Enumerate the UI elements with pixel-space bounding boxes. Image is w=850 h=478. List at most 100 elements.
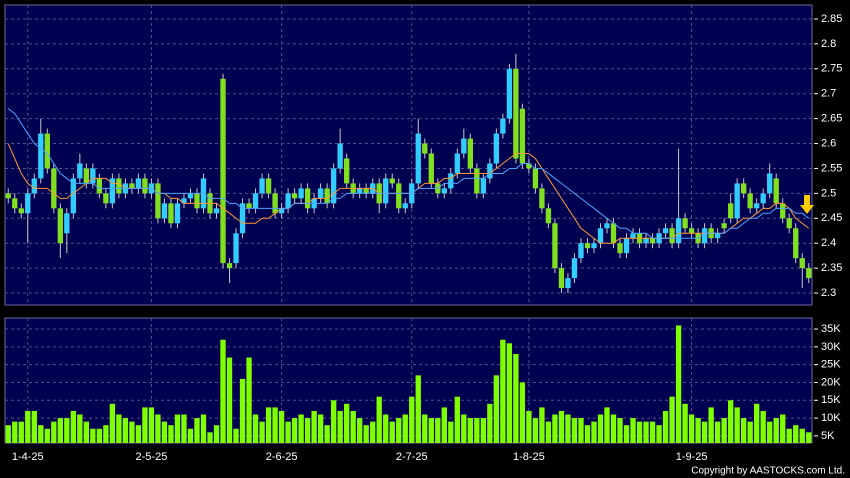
candle-body bbox=[402, 203, 408, 209]
candle-body bbox=[519, 108, 526, 164]
candle-body bbox=[194, 193, 200, 209]
y-tick-label: 2.85 bbox=[821, 13, 842, 25]
candle-body bbox=[103, 193, 109, 204]
candle-body bbox=[630, 233, 636, 239]
volume-bar bbox=[662, 410, 669, 443]
volume-bar bbox=[409, 396, 415, 443]
y-tick-label: 10K bbox=[821, 412, 841, 424]
x-tick-label: 1-8-25 bbox=[513, 451, 545, 463]
volume-bar bbox=[194, 418, 200, 443]
volume-bar bbox=[740, 418, 747, 443]
volume-bar bbox=[617, 418, 623, 443]
candle-body bbox=[591, 243, 597, 249]
volume-bar bbox=[760, 410, 766, 443]
volume-bar bbox=[38, 425, 44, 443]
candle-body bbox=[415, 133, 421, 184]
volume-bar bbox=[25, 410, 31, 443]
volume-bar bbox=[487, 403, 493, 443]
y-tick-label: 15K bbox=[821, 394, 841, 406]
volume-bar bbox=[643, 421, 649, 443]
volume-bar bbox=[272, 407, 278, 443]
volume-bar bbox=[623, 425, 630, 443]
volume-bar bbox=[610, 414, 617, 443]
candle-body bbox=[565, 278, 571, 289]
volume-bar bbox=[239, 378, 246, 443]
candle-body bbox=[688, 228, 695, 234]
volume-bar bbox=[155, 414, 161, 443]
volume-bar bbox=[682, 403, 688, 443]
candle-body bbox=[83, 168, 90, 184]
candle-body bbox=[571, 258, 578, 279]
volume-bar bbox=[545, 421, 552, 443]
candle-body bbox=[467, 138, 473, 169]
candle-body bbox=[233, 233, 239, 264]
candle-body bbox=[389, 178, 395, 184]
volume-bar bbox=[389, 421, 395, 443]
volume-bar bbox=[77, 414, 83, 443]
volume-bar bbox=[532, 418, 539, 443]
volume-bar bbox=[213, 425, 220, 443]
volume-bar bbox=[513, 353, 519, 443]
volume-bar bbox=[727, 400, 734, 443]
volume-bar bbox=[64, 418, 70, 443]
volume-bar bbox=[558, 410, 565, 443]
y-tick-label: 35K bbox=[821, 323, 841, 335]
candle-body bbox=[18, 208, 24, 214]
candle-body bbox=[623, 238, 630, 254]
candle-body bbox=[773, 178, 779, 204]
candle-body bbox=[161, 203, 168, 219]
candle-body bbox=[129, 183, 135, 189]
volume-bar bbox=[363, 425, 369, 443]
candle-body bbox=[291, 193, 298, 199]
volume-bar bbox=[422, 414, 428, 443]
volume-bar bbox=[298, 414, 304, 443]
volume-bar bbox=[103, 425, 109, 443]
volume-bar bbox=[174, 414, 181, 443]
volume-bar bbox=[252, 414, 259, 443]
plot-layer: 2.3 2.35 2.4 2.45 2.5 2.55 2.6 2.65 2.7 2.75 2.8 2.… bbox=[5, 5, 842, 463]
volume-bar bbox=[461, 414, 467, 443]
candle-body bbox=[109, 178, 116, 204]
candle-body bbox=[213, 208, 220, 214]
candle-body bbox=[806, 268, 812, 279]
y-tick-label: 2.5 bbox=[821, 187, 836, 199]
y-tick-label: 25K bbox=[821, 359, 841, 371]
volume-bar bbox=[630, 418, 636, 443]
copyright: Copyright by AASTOCKS.com Ltd. bbox=[691, 466, 845, 477]
candle-body bbox=[5, 193, 11, 199]
candle-body bbox=[187, 193, 194, 199]
candle-body bbox=[441, 188, 447, 194]
candle-body bbox=[278, 208, 285, 214]
volume-bar bbox=[5, 425, 11, 443]
y-tick-label: 2.35 bbox=[821, 262, 842, 274]
candle-body bbox=[246, 203, 252, 209]
volume-bar bbox=[480, 418, 487, 443]
y-tick-label: 2.8 bbox=[821, 38, 836, 50]
volume-bar bbox=[148, 407, 155, 443]
candle-body bbox=[767, 173, 773, 194]
volume-bar bbox=[246, 357, 252, 443]
volume-bar bbox=[428, 418, 434, 443]
candle-body bbox=[793, 228, 799, 259]
volume-bar bbox=[344, 403, 350, 443]
volume-bar bbox=[90, 428, 96, 443]
volume-bar bbox=[506, 343, 513, 443]
candle-body bbox=[610, 223, 617, 244]
volume-bar bbox=[291, 418, 298, 443]
volume-bar bbox=[337, 410, 343, 443]
candle-body bbox=[578, 243, 584, 259]
candle-body bbox=[461, 138, 467, 154]
volume-bar bbox=[265, 407, 272, 443]
volume-bar bbox=[357, 418, 363, 443]
candle-body bbox=[786, 218, 792, 229]
candle-body bbox=[727, 203, 734, 219]
candle-body bbox=[513, 68, 519, 159]
volume-bar bbox=[604, 407, 610, 443]
candle-body bbox=[64, 213, 70, 234]
volume-bar bbox=[767, 421, 773, 443]
y-tick-label: 2.55 bbox=[821, 162, 842, 174]
candle-body bbox=[25, 193, 31, 214]
volume-bar bbox=[571, 418, 578, 443]
candle-body bbox=[701, 228, 708, 244]
